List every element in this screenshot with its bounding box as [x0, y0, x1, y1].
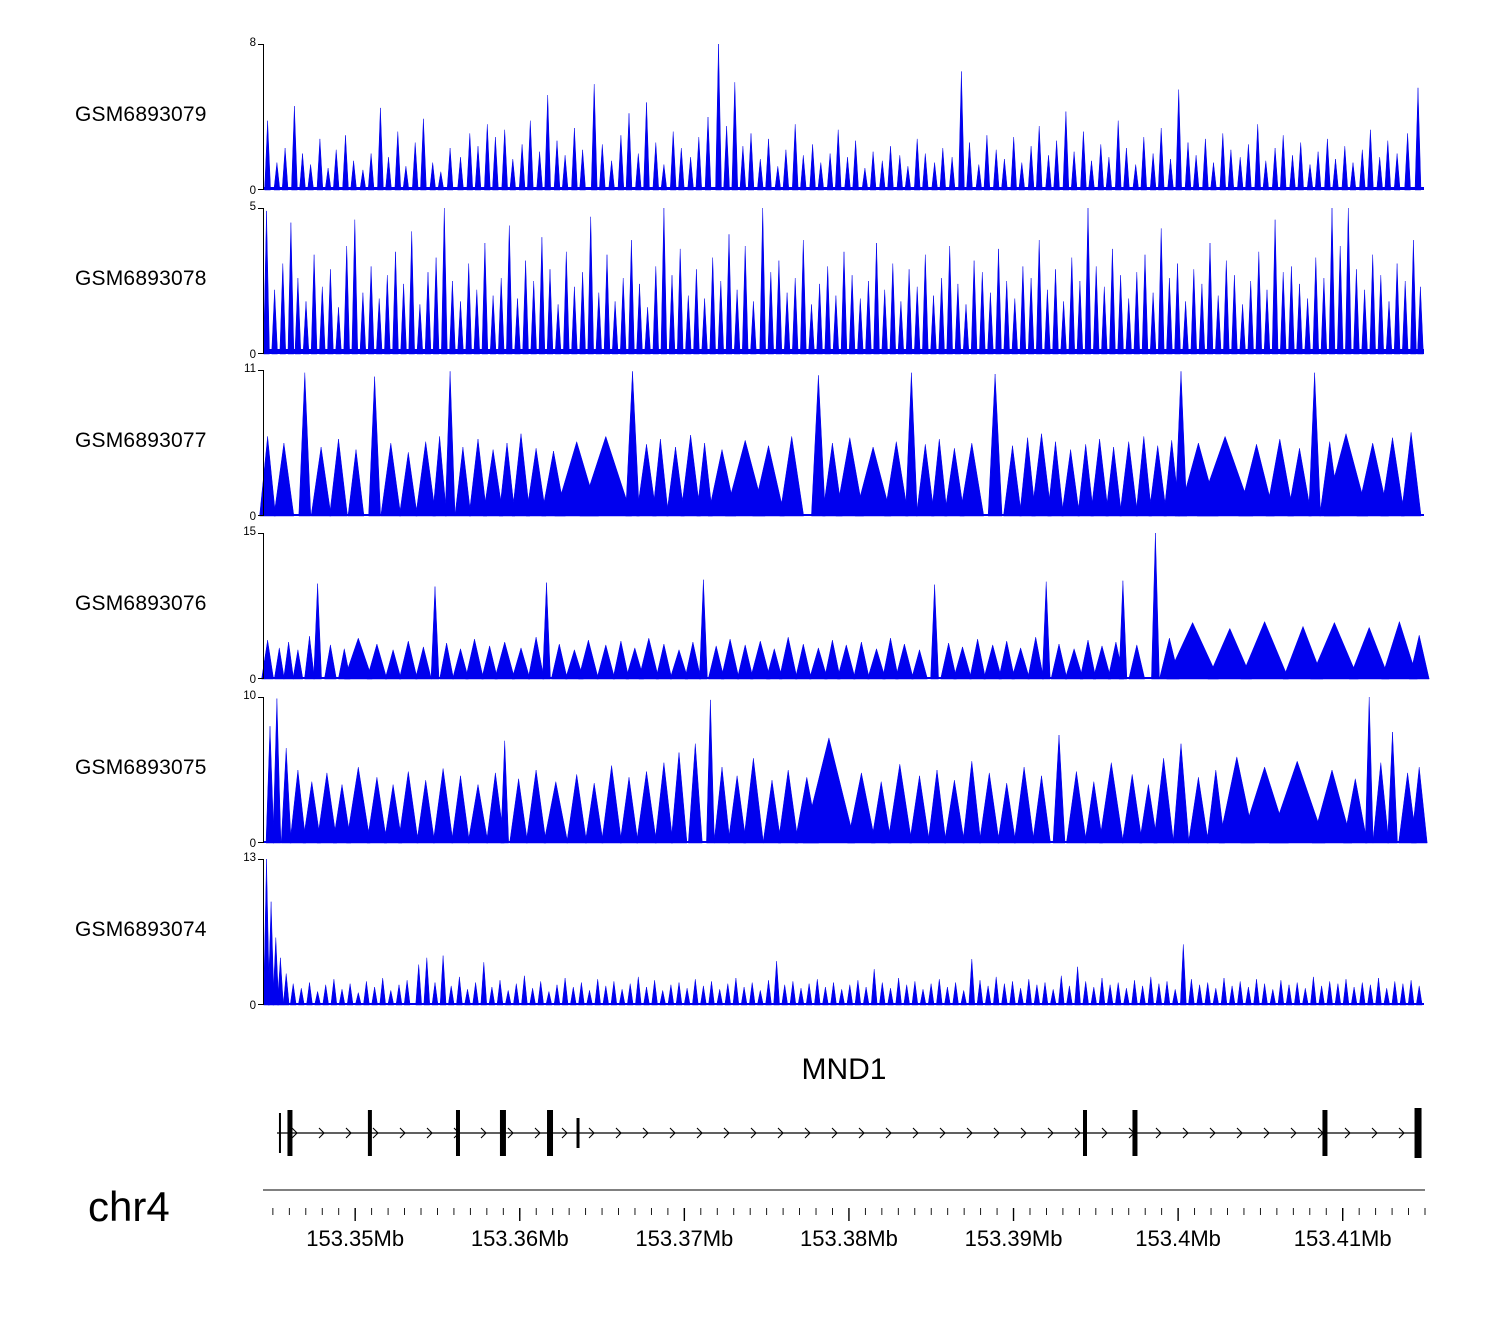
coverage-plot [258, 532, 1430, 680]
coverage-track: GSM6893075 10 0 [0, 690, 1500, 850]
yaxis-zero-label: 0 [249, 185, 256, 197]
yaxis-zero-label: 0 [249, 511, 256, 523]
yaxis-max-label: 5 [249, 201, 256, 213]
yaxis-zero-label: 0 [249, 674, 256, 686]
coverage-track: GSM6893077 11 0 [0, 363, 1500, 523]
coverage-track: GSM6893076 15 0 [0, 526, 1500, 686]
track-label: GSM6893077 [75, 429, 207, 453]
axis-tick-label: 153.37Mb [635, 1226, 733, 1251]
chromosome-label: chr4 [88, 1183, 170, 1230]
track-label: GSM6893075 [75, 756, 207, 780]
yaxis-max-label: 13 [243, 852, 256, 864]
axis-tick-label: 153.39Mb [965, 1226, 1063, 1251]
axis-tick-label: 153.38Mb [800, 1226, 898, 1251]
axis-tick-label: 153.4Mb [1135, 1226, 1221, 1251]
coverage-track: GSM6893079 8 0 [0, 37, 1500, 197]
yaxis-max-label: 15 [243, 526, 256, 538]
track-label: GSM6893076 [75, 592, 207, 616]
yaxis-max-label: 8 [249, 37, 256, 49]
yaxis-zero-label: 0 [249, 349, 256, 361]
coverage-plot [258, 43, 1424, 191]
genome-axis-ruler: 153.35Mb 153.36Mb 153.37Mb 153.38Mb 153.39Mb… [263, 1189, 1426, 1251]
track-label: GSM6893074 [75, 918, 207, 942]
axis-tick-label: 153.41Mb [1294, 1226, 1392, 1251]
yaxis-max-label: 10 [243, 690, 256, 702]
coverage-plot [258, 858, 1424, 1006]
coverage-plot [258, 207, 1424, 355]
axis-tick-label: 153.35Mb [306, 1226, 404, 1251]
gene-name: MND1 [801, 1053, 887, 1086]
yaxis-zero-label: 0 [249, 838, 256, 850]
coverage-track: GSM6893078 5 0 [0, 201, 1500, 361]
yaxis-zero-label: 0 [249, 1000, 256, 1012]
coverage-plot [258, 696, 1428, 844]
gene-model [277, 1108, 1422, 1158]
track-label: GSM6893078 [75, 267, 207, 291]
coverage-track: GSM6893074 13 0 [0, 852, 1500, 1012]
coverage-plot [258, 370, 1424, 517]
track-label: GSM6893079 [75, 103, 207, 127]
yaxis-max-label: 11 [244, 363, 256, 375]
axis-tick-label: 153.36Mb [471, 1226, 569, 1251]
